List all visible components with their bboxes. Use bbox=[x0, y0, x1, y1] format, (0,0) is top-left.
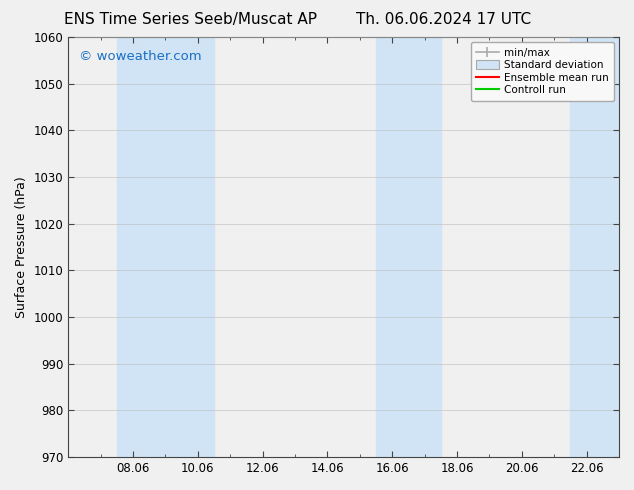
Y-axis label: Surface Pressure (hPa): Surface Pressure (hPa) bbox=[15, 176, 28, 318]
Bar bbox=[117, 37, 214, 457]
Text: ENS Time Series Seeb/Muscat AP: ENS Time Series Seeb/Muscat AP bbox=[63, 12, 317, 27]
Bar bbox=[376, 37, 441, 457]
Text: © woweather.com: © woweather.com bbox=[79, 50, 202, 63]
Legend: min/max, Standard deviation, Ensemble mean run, Controll run: min/max, Standard deviation, Ensemble me… bbox=[470, 42, 614, 100]
Text: Th. 06.06.2024 17 UTC: Th. 06.06.2024 17 UTC bbox=[356, 12, 531, 27]
Bar bbox=[571, 37, 619, 457]
